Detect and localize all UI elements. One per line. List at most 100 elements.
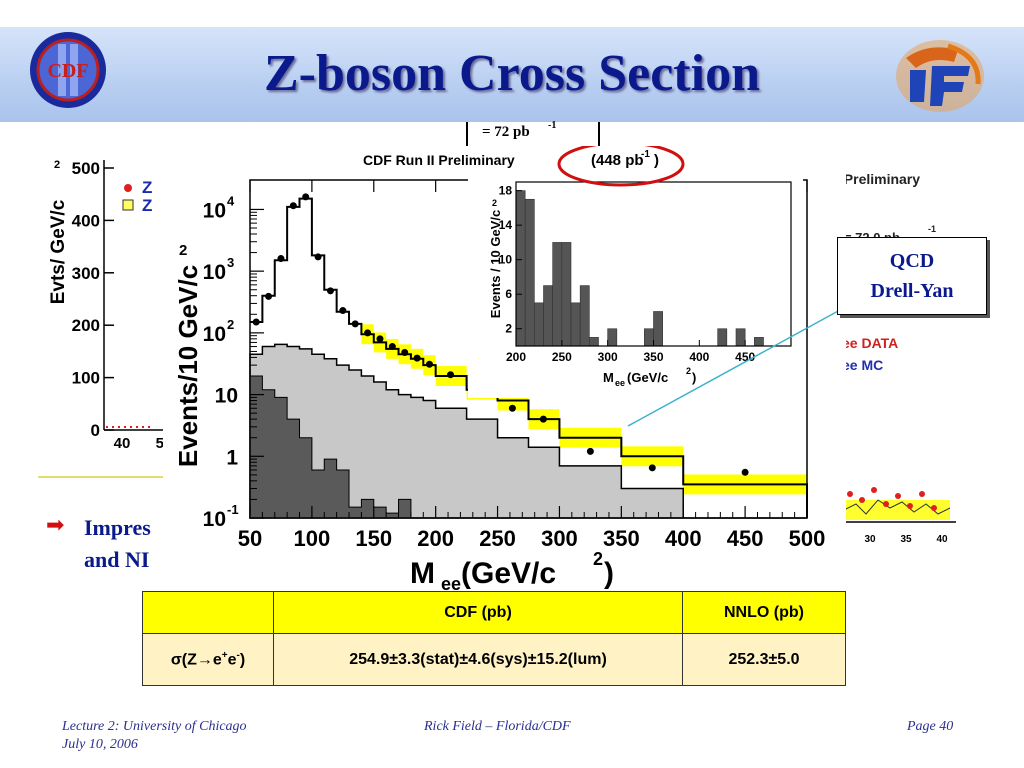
left-chart-tick-label: 500 [72, 159, 100, 178]
inset-bar [524, 198, 535, 347]
line-layer [250, 197, 808, 518]
inset-x-tick-label: 450 [735, 350, 755, 364]
data-point [314, 253, 322, 261]
x-tick-label: 500 [789, 526, 826, 551]
data-point [447, 371, 455, 379]
divider-line [38, 476, 168, 478]
annotation-box: QCD Drell-Yan [837, 237, 987, 315]
title-banner [0, 27, 1024, 122]
y-tick-label: 10 [215, 385, 238, 408]
footer-page: Page 40 [907, 719, 954, 734]
bullet-line-1: Impres [84, 515, 151, 540]
cdf-logo-text: CDF [47, 60, 88, 82]
right-chart-xtick: 35 [900, 534, 912, 545]
data-point [351, 320, 359, 328]
inset-bar [579, 285, 590, 347]
data-point [648, 464, 656, 472]
y-tick-label: 10 [203, 323, 226, 346]
bullet-arrow-icon: ➡ [46, 512, 65, 537]
row-label-mid: e [227, 651, 237, 669]
table-header-cdf: CDF (pb) [273, 591, 683, 634]
left-chart-tick-label: 0 [91, 421, 100, 440]
inset-bar [534, 302, 544, 347]
right-chart-panel: I Preliminary t = 72.0 pb -1 ee DATA ee … [836, 148, 956, 548]
left-legend-label: Z [142, 178, 152, 197]
x-tick-label: 100 [294, 526, 331, 551]
left-chart-yticks: 0 100 200 300 400 500 [72, 159, 114, 440]
uf-logo [896, 40, 984, 112]
left-chart-tick-label: 300 [72, 264, 100, 283]
x-tick-label: 450 [727, 526, 764, 551]
x-axis-label: M [410, 557, 435, 590]
left-legend-label: Z [142, 196, 152, 215]
cdf-logo: CDF [30, 32, 106, 108]
inset-y-tick-label: 14 [499, 218, 513, 232]
right-legend-mc: ee MC [842, 357, 883, 373]
x-tick-label: 200 [417, 526, 454, 551]
inset-x-axis-label-unit: (GeV/c [627, 370, 668, 385]
inset-bar [543, 285, 553, 347]
y-tick-label: 1 [226, 446, 238, 469]
y-axis-label: Events/10 GeV/c [173, 265, 203, 467]
chart-title: CDF Run II Preliminary [363, 152, 515, 168]
table-row-label: σ(Z→e+e-) [142, 633, 274, 686]
inset-x-tick-label: 350 [643, 350, 663, 364]
left-chart-ylabel-sup: 2 [54, 159, 60, 171]
left-chart-tick-label: 100 [72, 369, 100, 388]
table-header-row: CDF (pb) NNLO (pb) [142, 591, 846, 634]
inset-x-tick-label: 250 [552, 350, 572, 364]
x-tick-label: 300 [541, 526, 578, 551]
right-chart-title: I Preliminary [836, 171, 920, 187]
bullet-line-2: and NI [84, 547, 150, 572]
data-point [339, 307, 347, 315]
chart-title-lumi-sup: -1 [641, 149, 650, 160]
inset-bar [607, 328, 618, 347]
data-point [364, 329, 372, 337]
annotation-line-1: QCD [889, 250, 935, 272]
x-axis-label-close: ) [604, 557, 614, 590]
y-tick-label-sup: 2 [227, 317, 234, 332]
inset-x-tick-label: 400 [689, 350, 709, 364]
results-table: CDF (pb) NNLO (pb) σ(Z→e+e-) 254.9±3.3(s… [142, 591, 846, 686]
left-chart-xtick: 40 [114, 435, 131, 452]
y-tick-label: 10 [203, 199, 226, 222]
inset-bar [589, 337, 599, 347]
data-point [539, 415, 547, 423]
data-point [265, 292, 273, 300]
inset-x-tick-label: 300 [598, 350, 618, 364]
inset-bar [561, 242, 572, 347]
left-chart-tick-label: 200 [72, 316, 100, 335]
inset-bar [515, 190, 526, 347]
data-point [425, 360, 433, 368]
x-axis-label-unit-sup: 2 [593, 549, 603, 569]
inset-x-axis-label: M [603, 370, 614, 385]
left-legend-marker-mc [122, 199, 134, 211]
data-point [376, 335, 384, 343]
y-tick-label-sup: 3 [227, 255, 234, 270]
inset-x-tick-label: 200 [506, 350, 526, 364]
qcd-histogram [249, 343, 807, 519]
y-tick-label: 10 [203, 508, 226, 531]
right-chart-lumi-sup: -1 [928, 224, 936, 234]
inset-y-axis-label: Events / 10 GeV/c [488, 210, 503, 318]
row-label-sup2: - [236, 649, 240, 661]
y-tick-label-sup: -1 [227, 502, 239, 517]
chart-title-lumi-close: ) [654, 152, 659, 169]
drell-yan-histogram [249, 375, 436, 519]
inset-x-axis-label-unit-sup: 2 [686, 366, 691, 376]
data-point [277, 255, 285, 263]
data-point [508, 404, 516, 412]
table-header-empty [142, 591, 274, 634]
inset-y-axis-label-sup: 2 [492, 198, 497, 208]
top-fragment-box: = 72 pb -1 [466, 120, 600, 146]
chart-title-lumi: (448 pb [591, 152, 644, 169]
x-axis-label-sub: ee [441, 574, 461, 592]
row-label-sup1: + [221, 649, 228, 661]
x-tick-label: 400 [665, 526, 702, 551]
right-legend-data: ee DATA [842, 335, 898, 351]
top-fragment-text: = 72 pb [482, 124, 530, 140]
data-point [326, 287, 334, 295]
inset-chart: 200 250 300 350 400 450 2 6 10 14 18 M ee (GeV/c 2) Ev… [468, 174, 803, 398]
inset-bar [570, 302, 581, 347]
